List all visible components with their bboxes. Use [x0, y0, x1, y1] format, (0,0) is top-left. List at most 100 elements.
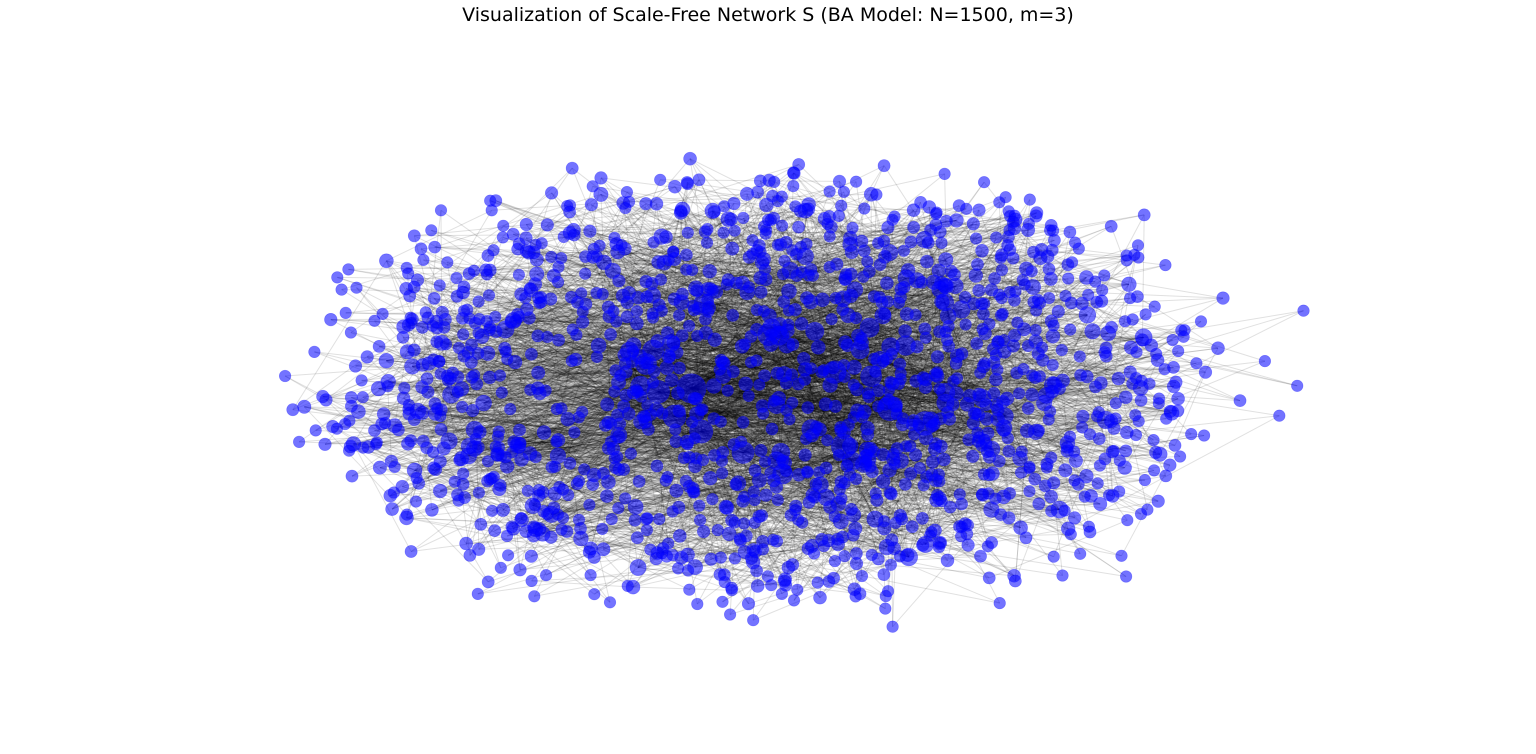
network-edge: [678, 422, 926, 508]
network-edge: [779, 323, 870, 329]
network-edge: [580, 445, 844, 539]
network-edge: [773, 453, 1161, 481]
network-node: [1073, 350, 1086, 363]
network-edge: [811, 209, 980, 430]
network-edge: [916, 280, 926, 329]
network-node: [1012, 387, 1026, 400]
network-edge: [443, 448, 688, 556]
network-edge: [353, 330, 788, 445]
network-edge: [925, 415, 1084, 545]
network-edge: [916, 280, 926, 424]
network-node: [693, 513, 707, 527]
network-node: [1148, 300, 1161, 313]
network-edge: [982, 397, 1161, 455]
network-edge: [526, 372, 1017, 532]
network-edge: [810, 301, 910, 558]
network-edge: [532, 505, 861, 595]
network-node: [356, 391, 369, 404]
network-node: [1056, 569, 1069, 582]
network-edge: [461, 388, 777, 406]
network-node: [1139, 308, 1152, 321]
network-edge: [886, 358, 926, 424]
network-node: [787, 594, 801, 607]
network-edge: [517, 444, 876, 520]
network-node: [502, 549, 515, 562]
network-node: [990, 231, 1003, 244]
network-node: [331, 271, 344, 284]
network-node: [691, 597, 704, 611]
network-node: [765, 579, 778, 592]
network-edge: [811, 402, 946, 430]
network-edge: [886, 282, 1144, 338]
network-node: [825, 313, 838, 326]
network-node: [512, 268, 526, 281]
network-edge: [709, 271, 853, 462]
network-node: [539, 569, 553, 582]
network-edge: [703, 251, 852, 304]
network-edge: [707, 299, 819, 348]
network-node: [568, 426, 581, 439]
network-edge: [532, 351, 630, 507]
network-node: [1172, 345, 1185, 358]
network-node: [1134, 507, 1148, 521]
network-node: [706, 493, 719, 506]
network-node: [521, 484, 534, 497]
network-node: [1258, 355, 1271, 368]
network-node: [681, 226, 694, 239]
network-node: [495, 386, 508, 399]
network-node: [1147, 434, 1160, 447]
network-edge: [512, 320, 531, 454]
network-node: [433, 279, 446, 292]
network-edge: [691, 334, 770, 389]
network-edge: [505, 329, 620, 436]
network-edge: [746, 292, 941, 420]
network-node: [742, 389, 755, 403]
network-edge: [506, 236, 662, 467]
network-edge: [700, 298, 844, 432]
network-node: [700, 236, 714, 249]
network-node: [721, 384, 734, 397]
network-edge: [388, 381, 777, 406]
network-node: [1173, 450, 1187, 463]
network-edge: [637, 180, 770, 568]
network-edge: [622, 295, 743, 347]
network-edge: [532, 350, 654, 507]
network-node: [716, 595, 729, 608]
network-node: [711, 523, 724, 537]
network-edge: [353, 443, 501, 486]
network-edge: [882, 249, 1053, 317]
network-node: [881, 585, 895, 598]
network-node: [605, 513, 618, 526]
network-edge: [701, 410, 858, 432]
network-edge: [471, 377, 559, 457]
network-node: [308, 345, 321, 359]
network-edge: [863, 165, 885, 209]
network-edge: [945, 314, 1088, 393]
network-edge: [551, 456, 866, 515]
network-edge: [451, 394, 911, 474]
network-node: [716, 467, 729, 480]
network-edge: [624, 248, 1027, 270]
network-node: [1119, 570, 1133, 583]
network-node: [938, 167, 951, 180]
network-node: [376, 307, 389, 321]
network-edge: [536, 259, 763, 263]
network-edge: [691, 387, 980, 396]
network-node: [1091, 477, 1104, 490]
network-edge: [1050, 278, 1107, 421]
network-edge: [814, 331, 974, 457]
network-node: [1131, 239, 1145, 252]
network-node: [457, 328, 470, 341]
network-node: [653, 512, 666, 526]
network-edge: [691, 223, 974, 389]
network-edge: [808, 252, 890, 276]
network-edge: [435, 413, 619, 438]
network-edge: [779, 323, 1158, 361]
network-edge: [730, 219, 744, 453]
network-edge: [790, 270, 1021, 529]
network-node: [747, 614, 760, 627]
network-node: [1047, 550, 1060, 563]
network-edge: [778, 335, 1087, 477]
network-edge: [652, 350, 688, 443]
network-edge: [622, 209, 914, 297]
